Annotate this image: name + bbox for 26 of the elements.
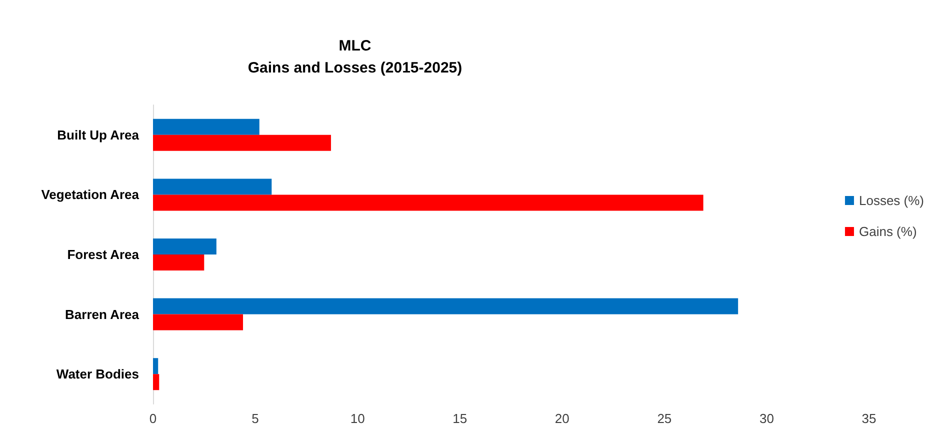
x-tick-label: 5: [252, 411, 259, 426]
bar: [153, 374, 160, 390]
x-tick-label: 30: [759, 411, 774, 426]
bar: [153, 178, 272, 195]
y-tick-label: Built Up Area: [57, 127, 140, 142]
bar: [153, 358, 158, 374]
x-tick-label: 20: [554, 411, 570, 426]
y-tick-label: Water Bodies: [56, 366, 139, 382]
legend-label: Gains (%): [858, 224, 917, 239]
bar: [153, 134, 331, 151]
x-tick-label: 25: [657, 411, 672, 426]
y-tick-label: Vegetation Area: [41, 187, 140, 202]
y-tick-label: Barren Area: [65, 306, 140, 322]
bar: [153, 238, 216, 254]
bar: [153, 194, 704, 211]
x-tick-label: 10: [350, 411, 365, 426]
x-tick-label: 35: [862, 411, 876, 426]
legend-label: Losses (%): [858, 193, 924, 208]
bar: [153, 254, 204, 270]
bar: [153, 314, 244, 330]
x-tick-label: 15: [452, 411, 468, 426]
bar: [153, 298, 738, 314]
x-tick-label: 0: [149, 411, 157, 426]
chart-title: MLC Gains and Losses (2015-2025): [248, 38, 462, 76]
y-tick-label: Forest Area: [67, 247, 140, 262]
bar: [153, 118, 260, 135]
